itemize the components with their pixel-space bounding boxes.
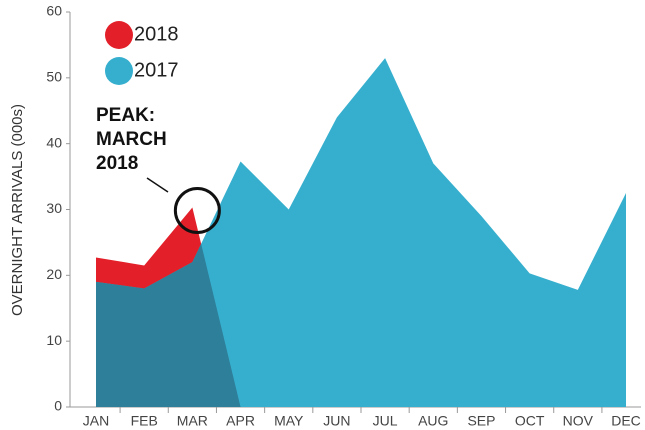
x-tick-label: AUG bbox=[418, 413, 448, 429]
legend-swatch bbox=[105, 57, 133, 85]
x-tick-label: OCT bbox=[515, 413, 545, 429]
x-tick-label: JUL bbox=[373, 413, 398, 429]
annotation: MARCH bbox=[96, 129, 167, 150]
y-tick-label: 10 bbox=[46, 332, 62, 348]
x-tick-label: APR bbox=[226, 413, 255, 429]
legend-label: 2018 bbox=[134, 23, 179, 45]
legend-swatch bbox=[105, 21, 133, 49]
area bbox=[96, 58, 626, 407]
y-tick-label: 20 bbox=[46, 266, 62, 282]
y-tick-label: 40 bbox=[46, 134, 62, 150]
x-tick-label: NOV bbox=[563, 413, 594, 429]
x-tick-label: MAR bbox=[177, 413, 208, 429]
y-axis-label: OVERNIGHT ARRIVALS (000s) bbox=[9, 104, 26, 316]
y-tick-label: 60 bbox=[46, 3, 62, 19]
x-tick-label: JAN bbox=[83, 413, 109, 429]
y-tick-label: 30 bbox=[46, 200, 62, 216]
x-tick-label: DEC bbox=[611, 413, 641, 429]
area-overlap bbox=[96, 207, 241, 407]
x-tick-label: MAY bbox=[274, 413, 304, 429]
annotation-circle bbox=[173, 187, 221, 235]
annotation: PEAK: bbox=[96, 105, 155, 126]
y-tick-label: 0 bbox=[54, 398, 62, 414]
x-tick-label: FEB bbox=[131, 413, 158, 429]
x-tick-label: JUN bbox=[323, 413, 350, 429]
x-tick-label: SEP bbox=[467, 413, 495, 429]
annotation: 2018 bbox=[96, 153, 138, 174]
annotation-leader bbox=[146, 177, 169, 193]
y-tick-label: 50 bbox=[46, 69, 62, 85]
legend-label: 2017 bbox=[134, 59, 179, 81]
